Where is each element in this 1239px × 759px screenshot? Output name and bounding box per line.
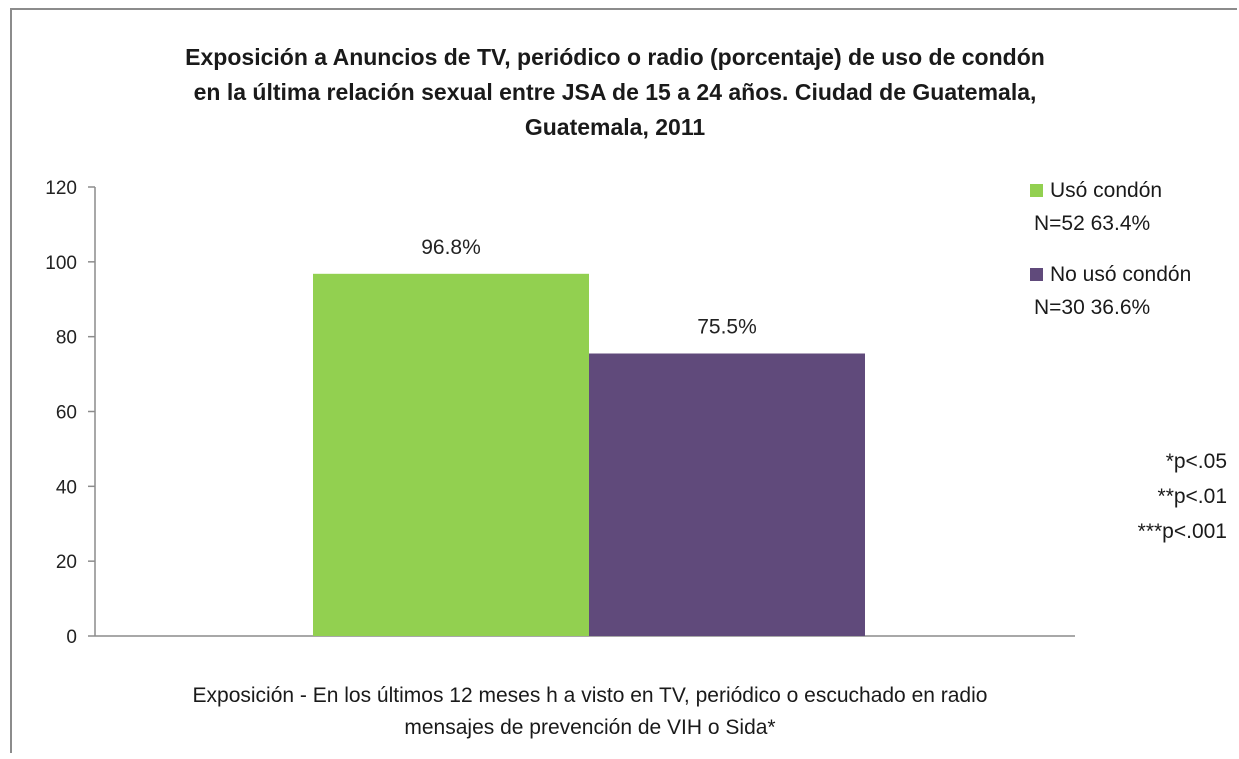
legend-swatch-used bbox=[1030, 184, 1043, 197]
legend-swatch-not-used bbox=[1030, 268, 1043, 281]
chart-frame bbox=[10, 8, 1237, 753]
legend-item-used: Usó condón N=52 63.4% bbox=[1030, 174, 1191, 240]
legend-sub-not-used: N=30 36.6% bbox=[1034, 296, 1151, 319]
note-p01: **p<.01 bbox=[1157, 485, 1227, 508]
bar-used-condom bbox=[313, 273, 589, 636]
significance-notes: *p<.05 **p<.01 ***p<.001 bbox=[1138, 444, 1227, 549]
data-label-not-used-condom: 75.5% bbox=[697, 316, 757, 339]
legend: Usó condón N=52 63.4% No usó condón N=30… bbox=[1030, 174, 1191, 342]
legend-label-not-used: No usó condón bbox=[1050, 263, 1192, 286]
bar-not-used-condom bbox=[589, 353, 865, 636]
legend-sub-used: N=52 63.4% bbox=[1034, 212, 1151, 235]
title-line-3: Guatemala, 2011 bbox=[524, 114, 706, 140]
x-axis-title-line-1: Exposición - En los últimos 12 meses h a… bbox=[192, 684, 988, 707]
y-tick-label: 120 bbox=[45, 178, 77, 199]
title-line-1: Exposición a Anuncios de TV, periódico o… bbox=[185, 44, 1045, 70]
y-tick-label: 100 bbox=[45, 253, 77, 274]
x-axis-title-line-2: mensajes de prevención de VIH o Sida* bbox=[404, 716, 776, 739]
bars bbox=[313, 273, 865, 636]
note-p05: *p<.05 bbox=[1165, 450, 1227, 473]
y-tick-label: 0 bbox=[66, 627, 77, 648]
y-tick-label: 80 bbox=[56, 328, 77, 349]
legend-label-used: Usó condón bbox=[1050, 179, 1163, 202]
y-tick-label: 20 bbox=[56, 552, 77, 573]
chart-title: Exposición a Anuncios de TV, periódico o… bbox=[130, 40, 1100, 145]
data-labels: 96.8% 75.5% bbox=[421, 236, 757, 339]
data-label-used-condom: 96.8% bbox=[421, 236, 481, 259]
legend-item-not-used: No usó condón N=30 36.6% bbox=[1030, 258, 1191, 324]
note-p001: ***p<.001 bbox=[1137, 520, 1227, 543]
x-axis-title: Exposición - En los últimos 12 meses h a… bbox=[90, 680, 1090, 744]
y-tick-label: 60 bbox=[56, 403, 77, 424]
y-tick-label: 40 bbox=[56, 477, 77, 498]
title-line-2: en la última relación sexual entre JSA d… bbox=[193, 79, 1037, 105]
